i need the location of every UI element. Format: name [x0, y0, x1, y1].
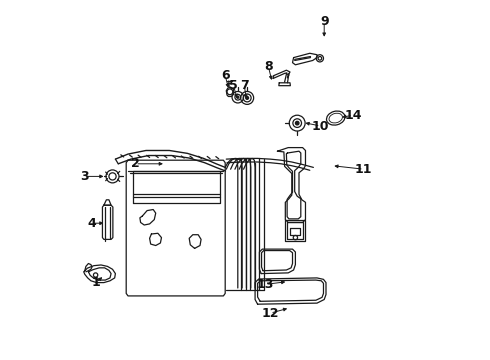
Text: 5: 5 [229, 79, 238, 92]
Text: 13: 13 [256, 278, 274, 291]
Text: 4: 4 [88, 217, 97, 230]
Circle shape [295, 121, 299, 125]
Text: 14: 14 [344, 109, 362, 122]
Text: 3: 3 [80, 170, 89, 183]
Circle shape [237, 96, 239, 98]
Text: 9: 9 [320, 15, 328, 28]
Text: 1: 1 [91, 276, 100, 289]
Text: 7: 7 [240, 79, 248, 92]
Text: 11: 11 [355, 163, 372, 176]
Text: 8: 8 [264, 60, 273, 73]
Text: 12: 12 [262, 307, 279, 320]
Text: 6: 6 [221, 69, 229, 82]
Text: 10: 10 [312, 120, 329, 132]
Circle shape [245, 96, 248, 99]
Text: 2: 2 [131, 157, 140, 170]
